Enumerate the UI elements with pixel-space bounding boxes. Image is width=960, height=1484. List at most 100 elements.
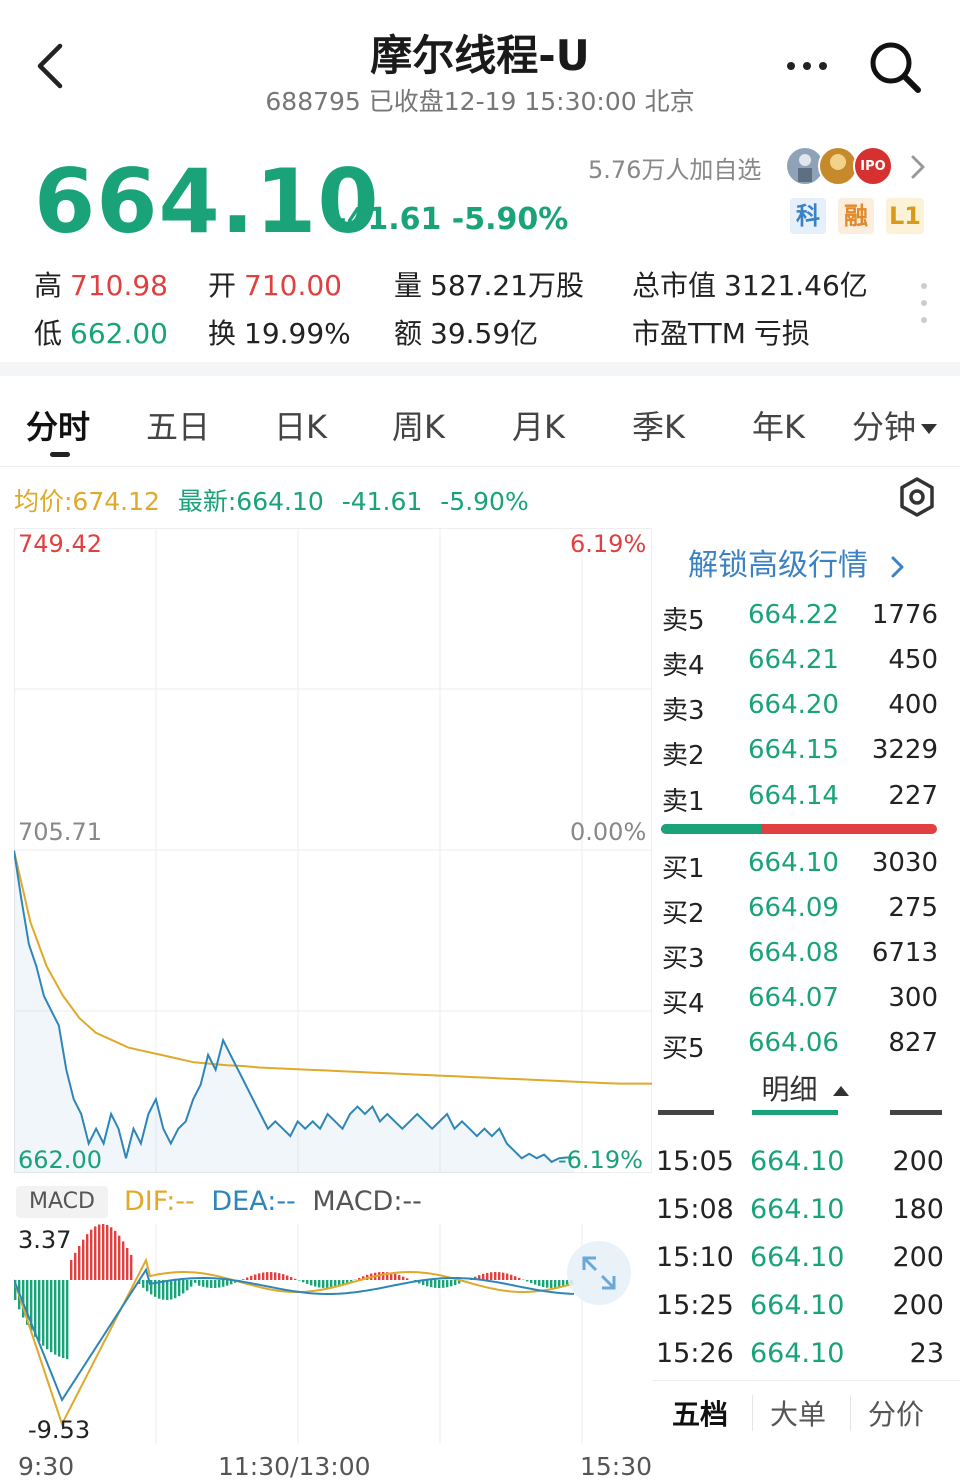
macd-bar: [118, 1235, 121, 1280]
macd-bar: [506, 1273, 509, 1280]
macd-bar: [434, 1280, 437, 1288]
watcher-avatars[interactable]: IPO: [785, 144, 900, 188]
macd-bar: [350, 1280, 353, 1282]
bid-row[interactable]: 买5 664.06 827: [662, 1028, 938, 1064]
macd-bar: [290, 1277, 293, 1280]
macd-bar: [478, 1275, 481, 1280]
bid-row[interactable]: 买2 664.09 275: [662, 893, 938, 929]
settings-icon[interactable]: [896, 476, 938, 518]
x-tick-midday: 11:30/13:00: [218, 1452, 371, 1481]
macd-bar: [114, 1230, 117, 1280]
macd-bar: [530, 1280, 533, 1284]
ask-row[interactable]: 卖1 664.14 227: [662, 781, 938, 817]
volume-value: 587.21万股: [430, 269, 584, 302]
macd-bar: [510, 1274, 513, 1280]
mktcap-value: 3121.46亿: [724, 269, 868, 302]
bid-ask-ratio-bar: [661, 824, 937, 834]
macd-bar: [322, 1280, 325, 1288]
svg-text:IPO: IPO: [860, 159, 885, 174]
price-line: [14, 850, 574, 1164]
bid-row[interactable]: 买4 664.07 300: [662, 983, 938, 1019]
macd-bar: [174, 1280, 177, 1299]
macd-bar: [502, 1272, 505, 1280]
price-change: -41.61 -5.90%: [334, 202, 568, 237]
active-tab-indicator: [50, 452, 70, 457]
macd-tick-bottom: -9.53: [28, 1416, 91, 1444]
tab-intraday[interactable]: 分时: [26, 408, 91, 446]
macd-selector[interactable]: MACD: [16, 1186, 108, 1218]
more-dots-icon[interactable]: [782, 46, 832, 86]
unlock-advanced-link[interactable]: 解锁高级行情: [688, 540, 908, 584]
expand-icon[interactable]: [566, 1240, 632, 1306]
intraday-chart[interactable]: [14, 528, 652, 1173]
macd-bar: [78, 1245, 81, 1280]
macd-bar: [546, 1280, 549, 1288]
tab-five-levels[interactable]: 五档: [672, 1398, 729, 1431]
search-icon[interactable]: [864, 36, 924, 96]
tab-divider: [0, 466, 960, 467]
tab-monthly-k[interactable]: 月K: [512, 408, 565, 446]
macd-bar: [454, 1280, 457, 1286]
macd-bar: [210, 1280, 213, 1288]
macd-chart[interactable]: [14, 1224, 652, 1444]
avg-price-line: [14, 850, 652, 1085]
ask-row[interactable]: 卖5 664.22 1776: [662, 600, 938, 636]
bid-row[interactable]: 买3 664.08 6713: [662, 938, 938, 974]
macd-bar: [458, 1280, 461, 1284]
macd-bar: [422, 1280, 425, 1286]
macd-bar: [122, 1241, 125, 1280]
macd-grid: [155, 1224, 583, 1444]
section-divider: [0, 362, 960, 376]
triangle-down-icon: [921, 424, 938, 434]
price-area: [14, 850, 574, 1173]
y-tick-mid: 705.71: [18, 818, 102, 846]
tab-weekly-k[interactable]: 周K: [392, 408, 445, 446]
pct-tick-top: 6.19%: [570, 530, 647, 558]
latest-change-pct: -5.90%: [440, 487, 529, 516]
macd-bar: [246, 1277, 249, 1280]
tab-separator: [752, 1395, 753, 1431]
tab-minute[interactable]: 分钟: [852, 402, 938, 448]
trade-detail-header[interactable]: 明细: [652, 1068, 960, 1118]
ask-row[interactable]: 卖2 664.15 3229: [662, 735, 938, 771]
tab-price-distribution[interactable]: 分价: [868, 1398, 925, 1431]
tab-large-orders[interactable]: 大单: [770, 1398, 827, 1431]
watchers-count[interactable]: 5.76万人加自选: [588, 156, 762, 184]
macd-bar: [286, 1275, 289, 1280]
tab-daily-k[interactable]: 日K: [274, 408, 327, 446]
bid-ratio-fill: [661, 824, 761, 834]
macd-histogram: [14, 1224, 573, 1360]
macd-bar: [330, 1280, 333, 1288]
bid-row[interactable]: 买1 664.10 3030: [662, 848, 938, 884]
macd-bar: [26, 1280, 29, 1325]
macd-bar: [490, 1272, 493, 1280]
macd-bar: [554, 1280, 557, 1288]
macd-bar: [306, 1280, 309, 1284]
chevron-right-icon[interactable]: [906, 152, 930, 182]
tab-five-day[interactable]: 五日: [146, 408, 211, 446]
macd-bar: [218, 1280, 221, 1288]
macd-bar: [518, 1277, 521, 1280]
macd-bar: [262, 1272, 265, 1280]
ask-row[interactable]: 卖4 664.21 450: [662, 645, 938, 681]
vertical-dots-icon[interactable]: [918, 280, 930, 326]
latest-price: 最新:664.10: [177, 487, 324, 516]
macd-bar: [274, 1272, 277, 1280]
macd-bar: [282, 1274, 285, 1280]
tab-yearly-k[interactable]: 年K: [752, 408, 805, 446]
stat-high: 高 710.98: [34, 269, 168, 302]
ask-row[interactable]: 卖3 664.20 400: [662, 690, 938, 726]
macd-bar: [362, 1276, 365, 1280]
macd-bar: [534, 1280, 537, 1285]
tab-quarterly-k[interactable]: 季K: [632, 408, 685, 446]
macd-bar: [206, 1280, 209, 1288]
macd-bar: [426, 1280, 429, 1287]
star-market-badge: 科: [790, 198, 826, 234]
macd-bar: [390, 1272, 393, 1280]
macd-bar: [130, 1254, 133, 1280]
legend-dif: DIF:--: [124, 1186, 195, 1217]
macd-bar: [166, 1280, 169, 1300]
stat-pe: 市盈TTM 亏损: [632, 317, 810, 350]
back-arrow-icon[interactable]: [30, 38, 70, 94]
macd-bar: [498, 1272, 501, 1280]
